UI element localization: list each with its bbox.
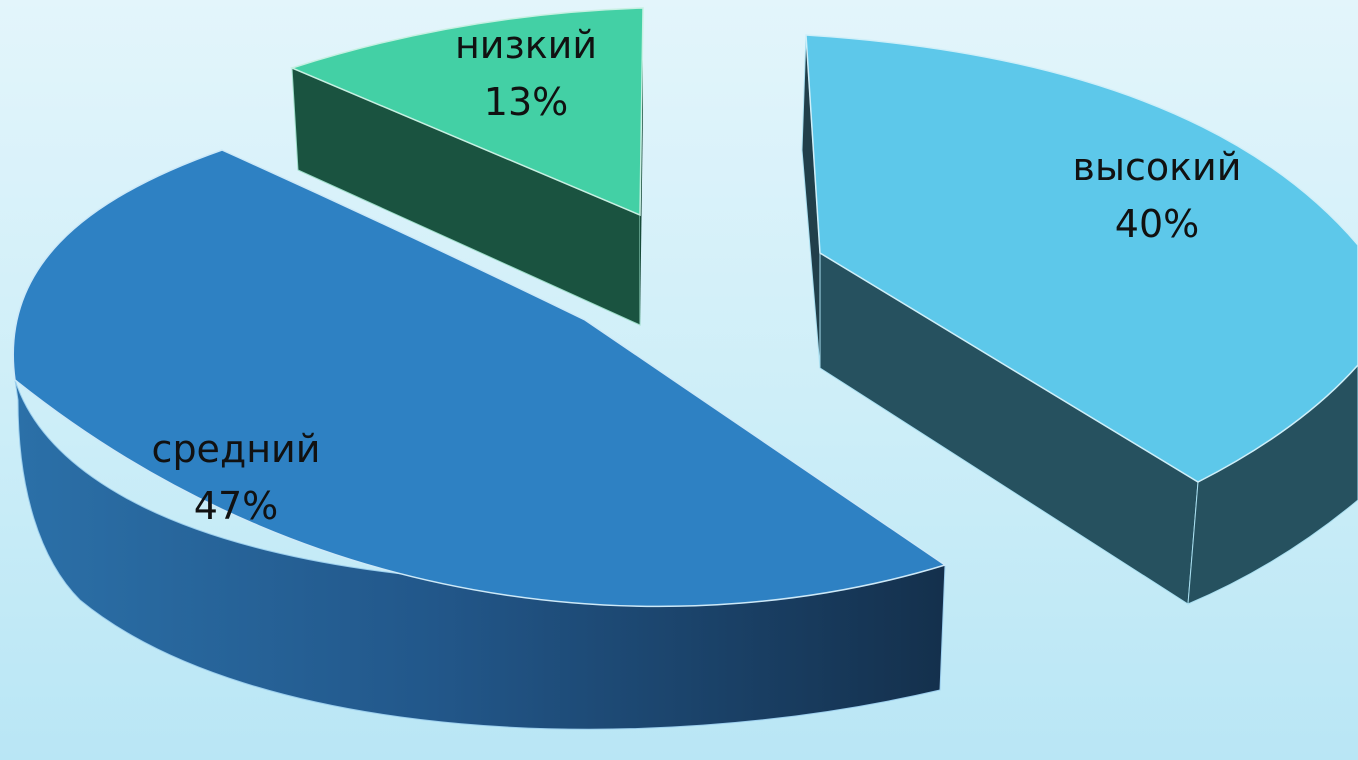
- slice-label-nizkiy-value: 13%: [484, 80, 568, 124]
- pie-slice-nizkiy: [289, 7, 644, 326]
- slice-label-sredniy-value: 47%: [194, 484, 278, 528]
- slice-vysokiy-top: [805, 34, 1358, 483]
- slice-label-sredniy-category: средний: [152, 427, 321, 471]
- slice-nizkiy-top: [289, 7, 644, 217]
- pie-slice-vysokiy: [801, 34, 1358, 605]
- slice-label-vysokiy-value: 40%: [1115, 202, 1199, 246]
- slice-label-vysokiy-category: высокий: [1073, 145, 1242, 189]
- slice-label-nizkiy-category: низкий: [455, 23, 597, 67]
- pie-slice-sredniy: [12, 149, 947, 730]
- slice-sredniy-side: [14, 379, 946, 730]
- slice-sredniy-top: [12, 149, 947, 608]
